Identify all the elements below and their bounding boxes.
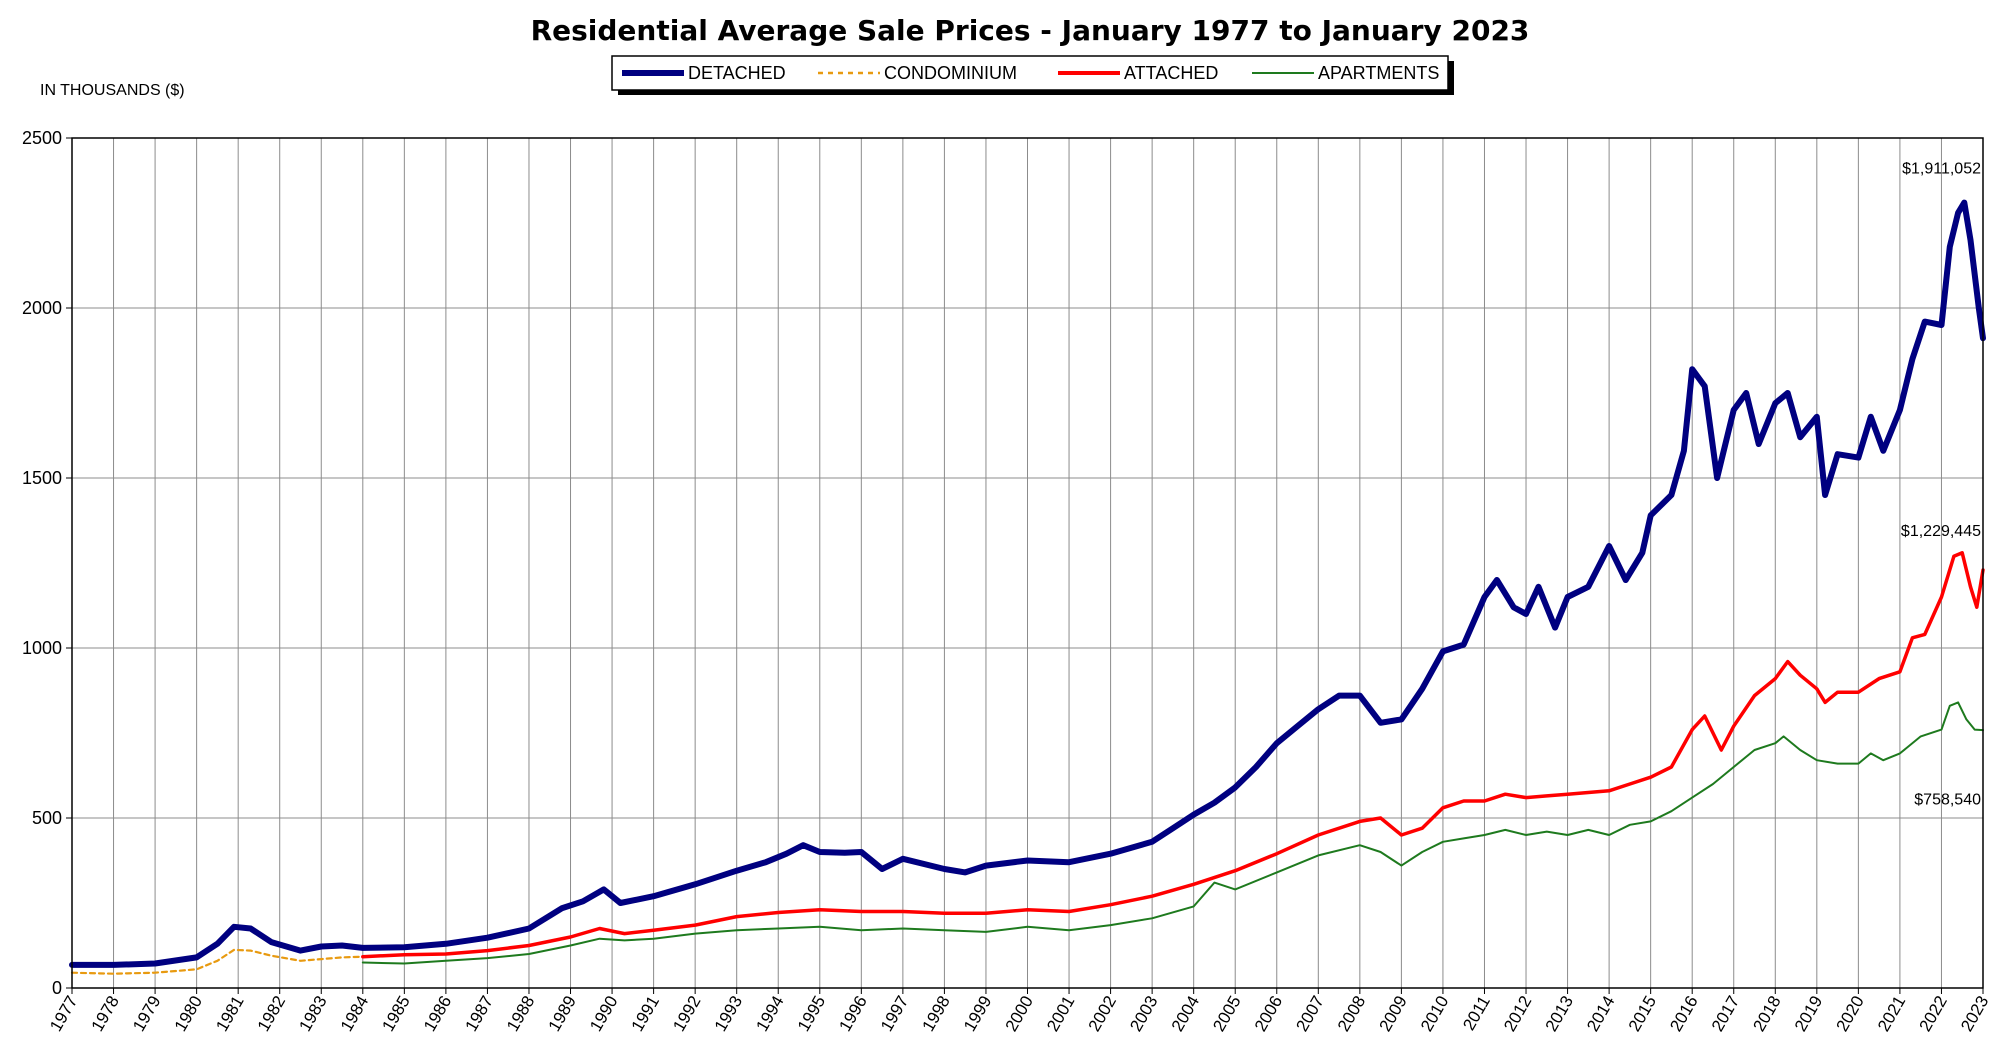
x-tick-label-1978: 1978 [88, 993, 123, 1035]
y-tick-label-0: 0 [52, 978, 62, 998]
series-line-condominium [70, 948, 364, 975]
x-tick-label-2013: 2013 [1542, 993, 1577, 1035]
legend: DETACHED CONDOMINIUM ATTACHED APARTMENTS [611, 55, 1454, 95]
x-tick-label-2012: 2012 [1500, 993, 1535, 1035]
y-tick-label-2500: 2500 [22, 128, 62, 148]
x-tick-label-2011: 2011 [1459, 993, 1494, 1034]
x-tick-label-1995: 1995 [794, 993, 829, 1035]
x-tick-label-2020: 2020 [1832, 993, 1867, 1035]
legend-label-detached: DETACHED [688, 63, 786, 83]
x-tick-label-1988: 1988 [503, 993, 538, 1035]
x-tick-label-2008: 2008 [1334, 993, 1369, 1035]
x-tick-label-2002: 2002 [1085, 993, 1120, 1035]
x-tick-label-1998: 1998 [919, 993, 954, 1035]
x-tick-label-2000: 2000 [1002, 993, 1037, 1035]
x-tick-label-2006: 2006 [1251, 993, 1286, 1035]
y-tick-label-1500: 1500 [22, 468, 62, 488]
legend-item-detached: DETACHED [622, 63, 786, 83]
x-tick-label-1989: 1989 [545, 993, 580, 1035]
x-tick-label-2015: 2015 [1625, 993, 1660, 1035]
y-axis-units-label: IN THOUSANDS ($) [40, 82, 185, 99]
x-tick-label-1984: 1984 [337, 993, 372, 1035]
x-tick-label-1994: 1994 [752, 993, 787, 1035]
x-axis-ticks: 1977 1978 1979 1980 1981 1982 1983 1984 1985 1986… [46, 988, 1992, 1035]
x-tick-label-1999: 1999 [960, 993, 995, 1035]
x-tick-label-1990: 1990 [586, 993, 621, 1035]
x-tick-label-1980: 1980 [171, 993, 206, 1035]
end-label-apartments: $758,540 [1914, 791, 1981, 808]
series-line-detached [69, 199, 1986, 968]
legend-item-condominium: CONDOMINIUM [818, 63, 1017, 83]
x-tick-label-2018: 2018 [1749, 993, 1784, 1035]
legend-label-condominium: CONDOMINIUM [884, 63, 1017, 83]
x-tick-label-2010: 2010 [1417, 993, 1452, 1035]
series-line-apartments [361, 701, 1984, 965]
x-tick-label-2001: 2001 [1043, 993, 1078, 1035]
x-tick-label-1985: 1985 [378, 993, 413, 1035]
x-tick-label-1991: 1991 [628, 993, 663, 1035]
x-tick-label-1977: 1977 [46, 993, 81, 1035]
x-tick-label-2007: 2007 [1292, 993, 1327, 1035]
x-tick-label-1981: 1981 [212, 993, 247, 1035]
end-label-attached: $1,229,445 [1901, 523, 1981, 540]
y-tick-label-1000: 1000 [22, 638, 62, 658]
x-tick-label-1987: 1987 [462, 993, 497, 1035]
x-tick-label-1997: 1997 [877, 993, 912, 1035]
x-tick-label-1996: 1996 [835, 993, 870, 1035]
x-tick-label-2022: 2022 [1916, 993, 1951, 1035]
x-tick-label-2016: 2016 [1666, 993, 1701, 1035]
x-tick-label-2004: 2004 [1168, 993, 1203, 1035]
series-line-attached [361, 551, 1985, 959]
x-tick-label-2021: 2021 [1874, 993, 1909, 1035]
x-tick-label-1982: 1982 [254, 993, 289, 1035]
chart-title: Residential Average Sale Prices - Januar… [531, 14, 1530, 47]
x-tick-label-1986: 1986 [420, 993, 455, 1035]
x-tick-label-2014: 2014 [1583, 993, 1618, 1035]
x-tick-label-1992: 1992 [669, 993, 704, 1035]
plot-area-frame [71, 137, 1984, 989]
end-label-detached: $1,911,052 [1902, 161, 1981, 178]
x-tick-label-1979: 1979 [129, 993, 164, 1035]
end-value-labels: $1,911,052 $1,229,445 $758,540 [1901, 161, 1981, 809]
x-tick-label-1983: 1983 [295, 993, 330, 1035]
x-tick-label-2019: 2019 [1791, 993, 1826, 1035]
series-lines [69, 199, 1986, 975]
legend-item-apartments: APARTMENTS [1252, 63, 1439, 83]
x-tick-label-2023: 2023 [1957, 993, 1992, 1035]
legend-label-apartments: APARTMENTS [1318, 63, 1439, 83]
y-tick-label-2000: 2000 [22, 298, 62, 318]
x-tick-label-2003: 2003 [1126, 993, 1161, 1035]
legend-item-attached: ATTACHED [1058, 63, 1218, 83]
legend-label-attached: ATTACHED [1124, 63, 1218, 83]
x-tick-label-2009: 2009 [1375, 993, 1410, 1035]
x-tick-label-2017: 2017 [1708, 993, 1743, 1035]
x-tick-label-1993: 1993 [711, 993, 746, 1035]
x-tick-label-2005: 2005 [1209, 993, 1244, 1035]
y-tick-label-500: 500 [32, 808, 62, 828]
y-axis-ticks: 0 500 1000 1500 2000 2500 [22, 128, 72, 998]
